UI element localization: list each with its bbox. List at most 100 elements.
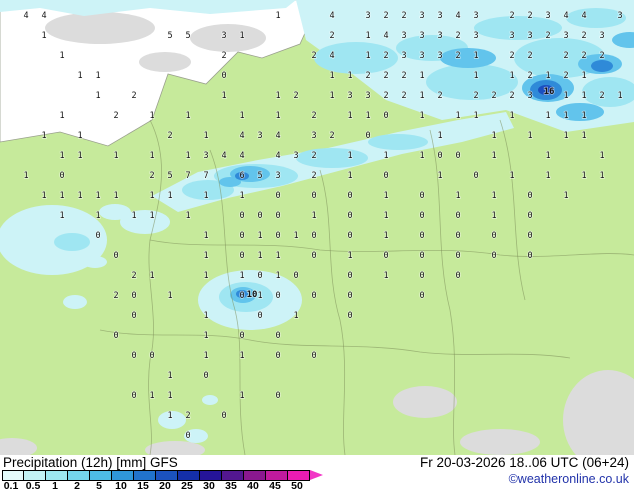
precip-value: 3: [257, 131, 262, 141]
precip-value: 0: [383, 251, 388, 261]
precip-value: 4: [275, 131, 280, 141]
legend-segment: [90, 470, 112, 481]
legend-bar: [2, 470, 323, 481]
precip-value: 1: [59, 151, 64, 161]
precip-value: 1: [599, 171, 604, 181]
precip-value: 1: [203, 311, 208, 321]
precip-value: 1: [347, 171, 352, 181]
precip-value: 0: [275, 211, 280, 221]
precip-value: 1: [149, 151, 154, 161]
precip-value: 1: [239, 271, 244, 281]
precip-value: 1: [437, 171, 442, 181]
precip-value: 2: [383, 71, 388, 81]
precip-value: 3: [437, 31, 442, 41]
precip-value: 2: [509, 51, 514, 61]
precip-value: 1: [221, 91, 226, 101]
weather-map: 4 4 1 4 3 2 2 3 3 4 3 2 2 3 4 4 3 1 5 5 3 1 2 1 4 3 3 3 2 3 3 3 2 3 2 3 1 2 2 4…: [0, 0, 634, 470]
precip-value: 0: [113, 251, 118, 261]
precip-value: 3: [365, 11, 370, 21]
precip-value: 3: [293, 151, 298, 161]
attribution-link: ©weatheronline.co.uk: [508, 472, 629, 486]
precip-value: 1: [275, 91, 280, 101]
legend-segment: [134, 470, 156, 481]
precip-value: 0: [527, 231, 532, 241]
precip-value: 3: [365, 91, 370, 101]
legend-tick-label: 45: [269, 480, 281, 492]
precip-value: 3: [275, 171, 280, 181]
precip-value: 1: [419, 71, 424, 81]
precip-value: 1: [95, 91, 100, 101]
precip-value: 1: [581, 171, 586, 181]
precip-value: 0: [221, 411, 226, 421]
precip-value: 1: [167, 191, 172, 201]
precip-value: 1: [41, 191, 46, 201]
legend-segment: [266, 470, 288, 481]
precip-value: 1: [149, 211, 154, 221]
legend-segment: [200, 470, 222, 481]
precip-value: 0: [455, 151, 460, 161]
precip-value: 3: [419, 31, 424, 41]
precip-value: 0: [419, 271, 424, 281]
legend-tick-label: 10: [115, 480, 127, 492]
precip-value: 1: [167, 371, 172, 381]
precip-value: 1: [347, 111, 352, 121]
precip-value: 1: [473, 111, 478, 121]
precip-value: 0: [527, 191, 532, 201]
precip-value: 1: [149, 391, 154, 401]
precip-value: 1: [311, 211, 316, 221]
precip-value: 1: [113, 191, 118, 201]
precip-value: 1: [275, 11, 280, 21]
legend-segment: [222, 470, 244, 481]
precip-value: 1: [509, 71, 514, 81]
legend-tick-label: 35: [225, 480, 237, 492]
precip-value: 2: [563, 71, 568, 81]
precip-value: 0: [437, 151, 442, 161]
precip-value: 2: [599, 91, 604, 101]
precip-value: 1: [455, 111, 460, 121]
precip-value: 0: [473, 171, 478, 181]
precip-value: 2: [311, 111, 316, 121]
precip-value: 1: [563, 131, 568, 141]
precip-value: 4: [41, 11, 46, 21]
precip-value: 1: [347, 251, 352, 261]
precip-value: 0: [383, 171, 388, 181]
precip-value: 1: [167, 411, 172, 421]
precip-value: 1: [239, 351, 244, 361]
legend-segment: [112, 470, 134, 481]
precip-value: 0: [131, 291, 136, 301]
precip-value: 0: [419, 231, 424, 241]
precip-value: 0: [275, 231, 280, 241]
precip-value: 1: [41, 131, 46, 141]
precip-value: 1: [365, 31, 370, 41]
legend-tick-label: 0.5: [25, 480, 41, 492]
precip-value: 3: [599, 31, 604, 41]
legend-tick-label: 50: [291, 480, 303, 492]
precip-value: 1: [383, 211, 388, 221]
precip-value: 2: [509, 91, 514, 101]
legend-segment: [24, 470, 46, 481]
precip-value: 2: [131, 271, 136, 281]
precip-value: 1: [239, 31, 244, 41]
precip-value: 0: [347, 231, 352, 241]
precip-value: 2: [329, 31, 334, 41]
legend-segment: [156, 470, 178, 481]
country-border-layer: [99, 119, 634, 456]
precip-value: 2: [113, 111, 118, 121]
precip-value: 10: [247, 290, 258, 300]
precip-value: 2: [527, 71, 532, 81]
precip-value: 0: [527, 211, 532, 221]
precip-value: 1: [185, 111, 190, 121]
legend-labels: 0.1 0.5 1 2 5 10 15 20 25 30 35 40 45 50: [0, 480, 340, 492]
precip-value: 1: [275, 271, 280, 281]
precip-value: 3: [419, 51, 424, 61]
precip-value: 1: [131, 211, 136, 221]
legend-tick-label: 25: [181, 480, 193, 492]
precip-value: 3: [311, 131, 316, 141]
precip-value: 1: [563, 111, 568, 121]
precip-value: 2: [293, 91, 298, 101]
precip-value: 1: [293, 231, 298, 241]
legend-tick-label: 40: [247, 480, 259, 492]
precip-value: 6: [239, 171, 244, 181]
precip-value: 0: [239, 291, 244, 301]
precip-value: 1: [581, 111, 586, 121]
